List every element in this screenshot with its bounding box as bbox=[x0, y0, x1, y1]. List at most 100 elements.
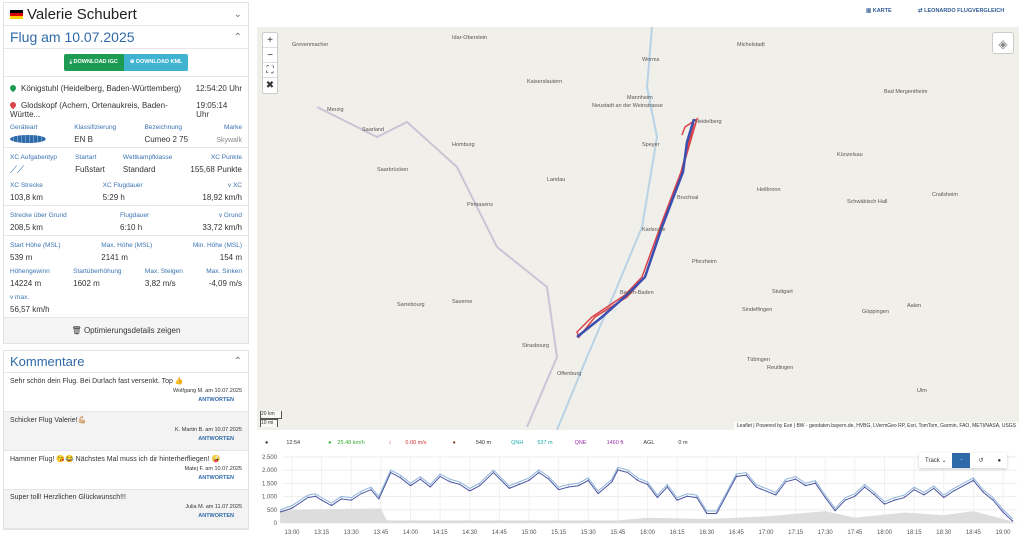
x-tick-label: 17:45 bbox=[847, 530, 863, 536]
map-layer bbox=[316, 27, 699, 430]
reply-button[interactable]: ANTWORTEN bbox=[198, 397, 234, 403]
landing-pin-icon bbox=[8, 100, 18, 110]
leonardo-compare-label: LEONARDO FLUGVERGLEICH bbox=[924, 8, 1005, 14]
y-tick-label: 0 bbox=[274, 521, 278, 527]
x-tick-label: 17:00 bbox=[758, 530, 774, 536]
map-city-label: Neustadt an der Weinstrasse bbox=[592, 103, 663, 109]
altitude-point bbox=[518, 483, 520, 484]
reset-icon[interactable]: ↺ bbox=[978, 458, 984, 464]
vario-icon: ↕ bbox=[388, 440, 392, 446]
landing-place: Glodskopf (Achern, Ortenaukreis, Baden-W… bbox=[10, 101, 168, 119]
x-tick-label: 18:45 bbox=[966, 530, 982, 536]
crosshair-icon[interactable]: ✖ bbox=[265, 80, 275, 91]
stat-label: Startüberhöhung bbox=[73, 268, 122, 275]
altitude-point bbox=[493, 471, 494, 472]
map-city-label: Stuttgart bbox=[772, 289, 793, 295]
map-city-label: Worms bbox=[642, 57, 660, 63]
stat-cell: Startart Fußstart bbox=[75, 154, 105, 176]
altitude-point bbox=[528, 479, 530, 480]
download-igc-button[interactable]: ⤓ DOWNLOAD IGC bbox=[63, 54, 124, 71]
chevron-down-icon[interactable]: ⌄ bbox=[233, 8, 242, 20]
map-city-label: Ulm bbox=[917, 388, 927, 394]
altitude-point bbox=[469, 489, 471, 491]
altitude-point bbox=[706, 512, 708, 513]
comment-text: Sehr schön dein Flug. Bei Durlach fast v… bbox=[10, 378, 184, 385]
start-place: Königstuhl (Heidelberg, Baden-Württember… bbox=[21, 83, 182, 93]
comment-item: Super toll! Herzlichen Glückwunsch!!! Jul… bbox=[4, 490, 248, 529]
stat-value: 3,82 m/s bbox=[144, 279, 176, 288]
x-tick-label: 18:30 bbox=[936, 530, 952, 536]
map-city-label: Heidelberg bbox=[695, 119, 722, 125]
stat-cell: Flugdauer 6:10 h bbox=[120, 212, 149, 232]
x-tick-label: 18:00 bbox=[877, 530, 893, 536]
reply-button[interactable]: ANTWORTEN bbox=[198, 513, 234, 519]
stat-cell: Max. Sinken -4,09 m/s bbox=[206, 268, 242, 288]
optimization-details-button[interactable]: 🗑 Optimierungsdetails zeigen bbox=[4, 317, 248, 343]
comment-item: Schicker Flug Valerie!💪🏼 K. Martin B. am … bbox=[4, 412, 248, 451]
track-red bbox=[576, 117, 699, 339]
chevron-up-icon[interactable]: ⌃ bbox=[233, 356, 242, 367]
stat-value: 56,57 km/h bbox=[10, 305, 50, 314]
stat-value: 539 m bbox=[10, 253, 33, 262]
x-tick-label: 17:15 bbox=[788, 530, 804, 536]
map-city-label: Reutlingen bbox=[767, 365, 794, 371]
help-icon[interactable]: ● bbox=[997, 457, 1002, 464]
stat-cell: v max. 56,57 km/h bbox=[10, 294, 50, 314]
comments-card: Kommentare ⌃ Sehr schön dein Flug. Bei Du… bbox=[3, 350, 249, 530]
altitude-point bbox=[666, 485, 668, 487]
altitude-point bbox=[923, 493, 925, 495]
altitude-point bbox=[676, 498, 678, 500]
altitude-qnh-line bbox=[279, 466, 1014, 520]
stat-speed: 25.48 km/h bbox=[337, 440, 365, 446]
chart-option-button[interactable]: - bbox=[952, 453, 971, 468]
altitude-point bbox=[410, 484, 411, 486]
stat-cell: Min. Höhe (MSL) 154 m bbox=[193, 242, 242, 262]
stat-label: Max. Höhe (MSL) bbox=[101, 242, 153, 249]
stat-cell: Max. Höhe (MSL) 2141 m bbox=[101, 242, 152, 262]
altitude-point bbox=[617, 468, 619, 470]
comment-author: Matej F. am 10.07.2025 bbox=[184, 466, 242, 472]
stat-label: Geräteart bbox=[10, 124, 38, 131]
altitude-point bbox=[696, 496, 698, 497]
altitude-point bbox=[459, 483, 461, 484]
zoom-in-button[interactable]: + bbox=[263, 33, 277, 48]
map[interactable]: + − ⛶ ✖ ◈ Grevenmacher Idar-Oberstein Worms Mi… bbox=[257, 27, 1019, 430]
scale-bar: 20 km 10 mi bbox=[260, 411, 282, 427]
flight-header[interactable]: Flug am 10.07.2025 ⌃ bbox=[4, 26, 248, 49]
pilot-header[interactable]: Valerie Schubert ⌄ bbox=[4, 3, 248, 26]
leonardo-compare-tab[interactable]: ⇄ LEONARDO FLUGVERGLEICH bbox=[918, 8, 1005, 14]
map-city-label: Idar-Oberstein bbox=[452, 35, 488, 41]
zoom-out-button[interactable]: − bbox=[263, 48, 277, 63]
layers-icon[interactable]: ◈ bbox=[992, 32, 1014, 54]
stat-cell: Klassifizierung EN B bbox=[74, 124, 116, 144]
altitude-point bbox=[755, 485, 757, 487]
altitude-point bbox=[814, 481, 816, 483]
stat-cell: Höhengewinn 14224 m bbox=[10, 268, 50, 288]
stat-cell: v XC 18,92 km/h bbox=[202, 182, 242, 202]
xc-route-icon: ⟋⟋ bbox=[10, 165, 24, 176]
map-tab[interactable]: ▥ KARTE bbox=[866, 8, 892, 14]
stat-cell: XC Aufgabentyp ⟋⟋ bbox=[10, 154, 57, 176]
track-select[interactable]: Track ⌄ bbox=[925, 458, 947, 464]
map-city-label: Baden-Baden bbox=[620, 290, 654, 296]
reply-button[interactable]: ANTWORTEN bbox=[198, 475, 234, 481]
x-tick-label: 15:00 bbox=[521, 530, 537, 536]
altitude-point bbox=[508, 486, 510, 488]
altitude-point bbox=[587, 479, 589, 480]
x-tick-label: 16:45 bbox=[729, 530, 745, 536]
altitude-chart[interactable]: 0 500 1.000 1.500 2.000 2.500 13:00 13:15 13:30 1… bbox=[257, 450, 1019, 550]
x-tick-label: 13:00 bbox=[284, 530, 300, 536]
x-tick-label: 17:30 bbox=[818, 530, 834, 536]
download-kml-button[interactable]: ⊕ DOWNLOAD KML bbox=[123, 54, 189, 71]
chevron-up-icon[interactable]: ⌃ bbox=[233, 31, 242, 43]
ground-area bbox=[280, 508, 1013, 523]
map-city-label: Landau bbox=[547, 177, 566, 183]
altitude-point bbox=[548, 477, 550, 479]
reply-button[interactable]: ANTWORTEN bbox=[198, 436, 234, 442]
stat-cell: Startüberhöhung 1602 m bbox=[73, 268, 121, 288]
fullscreen-icon[interactable]: ⛶ bbox=[263, 63, 277, 78]
altitude-point bbox=[903, 496, 905, 497]
stat-cell: v Grund 33,72 km/h bbox=[202, 212, 242, 232]
altitude-point bbox=[419, 477, 421, 479]
comment-text: Hammer Flug! 😘😂 Nächstes Mal muss ich di… bbox=[10, 456, 221, 463]
